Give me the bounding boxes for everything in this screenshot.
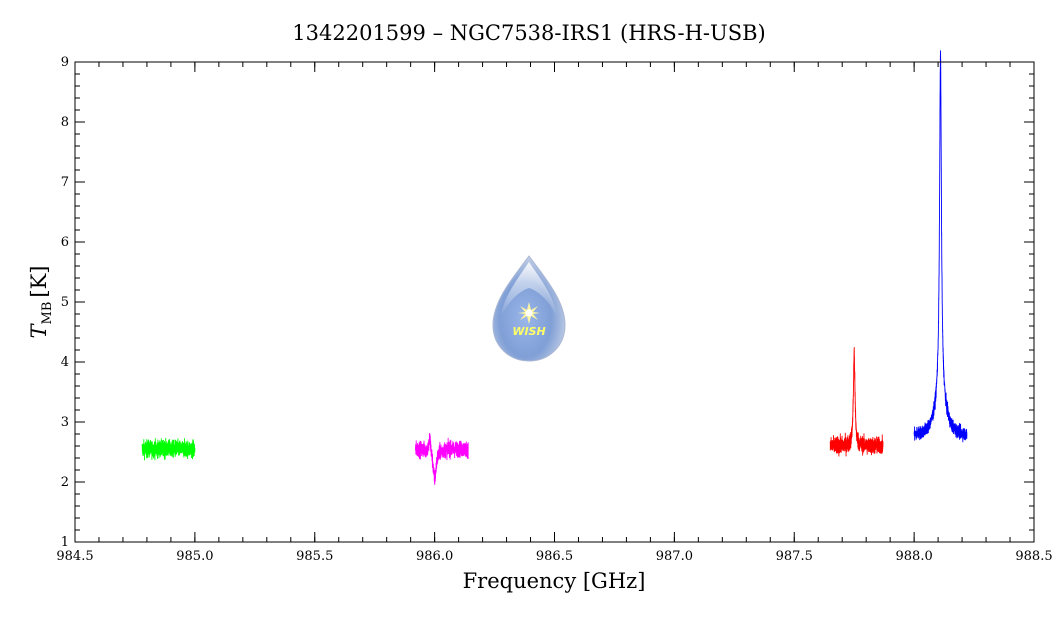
wish-logo: WISH [492, 255, 566, 362]
x-axis: 984.5 985.0 985.5 986.0 986.5 987.0 987.5 988.0… [56, 62, 1053, 564]
series-layer [141, 50, 968, 485]
y-tick-label: 6 [61, 235, 69, 250]
y-axis: 1 2 3 4 5 6 7 8 9 [61, 55, 1034, 550]
y-tick-label: 1 [61, 535, 69, 550]
series-line-3 [829, 347, 884, 457]
y-tick-label: 9 [61, 55, 69, 70]
x-tick-label: 984.5 [56, 549, 93, 564]
y-tick-label: 2 [61, 475, 69, 490]
x-tick-label: 987.5 [776, 549, 813, 564]
y-tick-label: 4 [61, 355, 69, 370]
star-icon [518, 302, 540, 324]
y-axis-label: TMB [K] [27, 266, 55, 339]
x-tick-label: 987.0 [656, 549, 693, 564]
x-axis-label: Frequency [GHz] [463, 569, 646, 593]
y-tick-label: 7 [61, 175, 69, 190]
logo-text: WISH [512, 325, 545, 338]
x-tick-label: 988.0 [896, 549, 933, 564]
y-axis-label-subscript: MB [40, 302, 55, 325]
chart-title: 1342201599 – NGC7538-IRS1 (HRS-H-USB) [292, 21, 765, 45]
x-tick-label: 988.5 [1015, 549, 1052, 564]
series-line-1 [141, 437, 196, 461]
series-line-4 [913, 50, 968, 443]
x-tick-label: 986.5 [536, 549, 573, 564]
x-tick-label: 986.0 [416, 549, 453, 564]
y-tick-label: 5 [61, 295, 69, 310]
y-axis-label-symbol: T [27, 322, 51, 338]
y-axis-label-unit: [K] [27, 266, 51, 298]
series-line-2 [414, 433, 469, 485]
svg-text:TMB[K]: TMB [K] [27, 266, 55, 339]
x-tick-label: 985.0 [176, 549, 213, 564]
y-tick-label: 8 [61, 115, 69, 130]
x-tick-label: 985.5 [296, 549, 333, 564]
y-tick-label: 3 [61, 415, 69, 430]
